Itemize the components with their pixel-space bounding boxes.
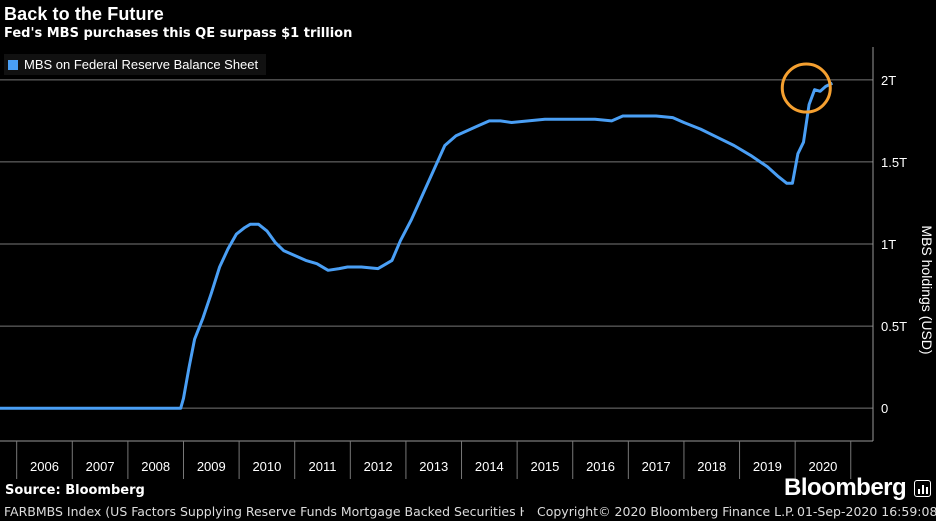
legend-label: MBS on Federal Reserve Balance Sheet (24, 57, 259, 72)
y-tick-label: 2T (881, 73, 896, 88)
x-tick-label: 2020 (808, 459, 837, 474)
highlight-circle (780, 62, 832, 114)
x-tick-label: 2014 (475, 459, 504, 474)
grid-layer (0, 79, 873, 409)
copyright: Copyright© 2020 Bloomberg Finance L.P. (537, 504, 795, 519)
x-tick-label: 2018 (697, 459, 726, 474)
chart-subtitle: Fed's MBS purchases this QE surpass $1 t… (4, 26, 353, 41)
y-tick-label: 1.5T (881, 155, 907, 170)
chart-icon[interactable] (914, 480, 931, 497)
bloomberg-logo: Bloomberg (784, 474, 907, 501)
x-tick-label: 2007 (86, 459, 115, 474)
timestamp: 01-Sep-2020 16:59:08 (797, 504, 936, 519)
x-tick-label: 2006 (30, 459, 59, 474)
x-tick-label: 2015 (530, 459, 559, 474)
x-tick-label: 2013 (419, 459, 448, 474)
y-tick-label: 1T (881, 237, 896, 252)
x-tick-label: 2016 (586, 459, 615, 474)
x-tick-label: 2009 (197, 459, 226, 474)
source-label: Source: Bloomberg (5, 483, 145, 498)
y-tick-label: 0 (881, 401, 888, 416)
series-line (0, 81, 834, 410)
x-tick-label: 2019 (753, 459, 782, 474)
chart-title: Back to the Future (4, 4, 164, 24)
y-axis: 0 0.5T 1T 1.5T 2T (872, 47, 907, 441)
x-tick-label: 2017 (642, 459, 671, 474)
legend[interactable]: MBS on Federal Reserve Balance Sheet (4, 54, 267, 75)
y-axis-label: MBS holdings (USD) (919, 225, 935, 354)
x-tick-label: 2012 (364, 459, 393, 474)
x-tick-label: 2010 (252, 459, 281, 474)
y-tick-label: 0.5T (881, 319, 907, 334)
series-layer (0, 81, 834, 410)
x-tick-label: 2008 (141, 459, 170, 474)
x-tick-label: 2011 (309, 459, 337, 474)
ticker-description: FARBMBS Index (US Factors Supplying Rese… (4, 504, 524, 519)
x-axis: 2006 2007 2008 2009 2010 2011 2012 2013 2014 2015… (0, 440, 873, 479)
annotation-layer (780, 62, 832, 114)
legend-swatch (8, 59, 18, 70)
